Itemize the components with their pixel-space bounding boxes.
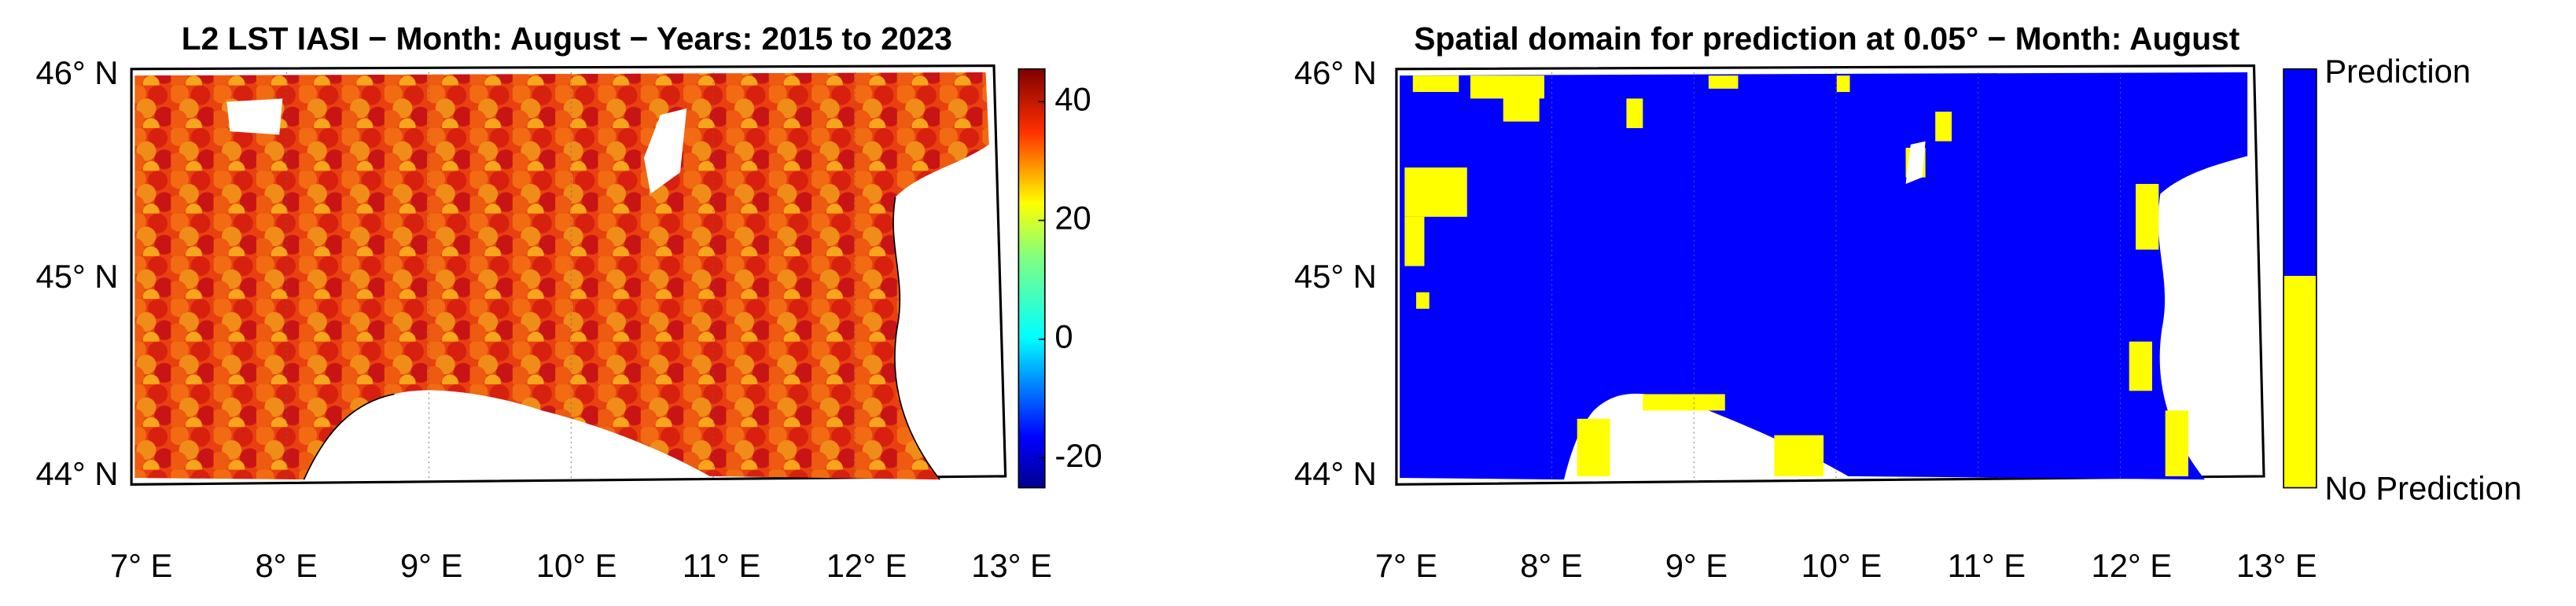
lon-label: 10° E	[536, 547, 617, 584]
lat-label: 44° N	[35, 455, 118, 492]
panel-title: Spatial domain for prediction at 0.05° −…	[1414, 20, 2240, 57]
lon-label: 11° E	[1948, 547, 2026, 584]
lon-label: 9° E	[400, 547, 462, 584]
lon-label: 12° E	[826, 547, 907, 584]
colorbar-tick-label: 20	[1054, 200, 1091, 237]
panel-title: L2 LST IASI − Month: August − Years: 201…	[182, 20, 952, 57]
lon-label: 7° E	[1375, 547, 1437, 584]
lat-label: 46° N	[1294, 54, 1377, 91]
lat-label: 45° N	[1294, 258, 1377, 295]
legend-prediction	[2283, 68, 2317, 277]
lon-label: 12° E	[2092, 547, 2173, 584]
lon-label: 13° E	[971, 547, 1052, 584]
legend-label: Prediction	[2324, 53, 2471, 90]
lon-label: 11° E	[683, 547, 761, 584]
legend-no-prediction	[2283, 276, 2317, 488]
map-left	[130, 64, 1007, 486]
lat-label: 46° N	[35, 54, 118, 91]
colorbar-tick-label: -20	[1054, 437, 1102, 474]
colorbar-tick-label: 40	[1054, 80, 1091, 117]
lat-label: 44° N	[1294, 455, 1377, 492]
lon-label: 9° E	[1665, 547, 1728, 584]
colorbar	[1018, 68, 1046, 489]
lon-label: 10° E	[1801, 547, 1882, 584]
legend-label: No Prediction	[2324, 470, 2522, 507]
legend-frame	[2283, 68, 2317, 489]
lon-label: 7° E	[110, 547, 172, 584]
lon-label: 13° E	[2236, 547, 2317, 584]
colorbar-tick-label: 0	[1054, 318, 1073, 355]
map-right	[1395, 64, 2265, 486]
lon-label: 8° E	[255, 547, 317, 584]
lon-label: 8° E	[1520, 547, 1582, 584]
lat-label: 45° N	[35, 258, 118, 295]
